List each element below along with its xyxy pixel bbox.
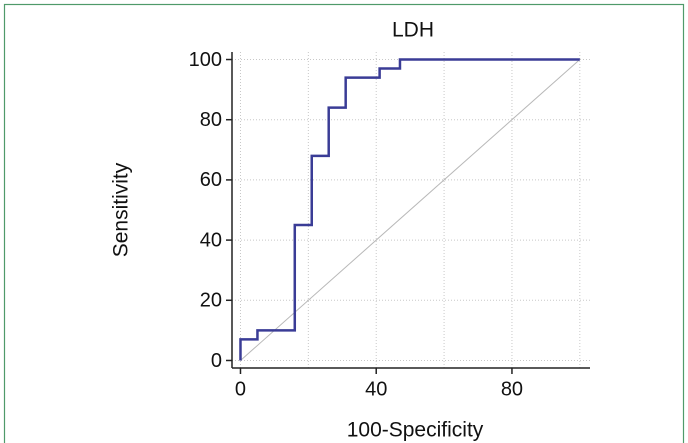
y-tick-label: 0 — [211, 350, 222, 372]
y-tick-label: 40 — [200, 229, 222, 251]
y-tick-label: 100 — [189, 49, 222, 71]
roc-line — [240, 59, 581, 361]
y-axis-label: Sensitivity — [110, 162, 133, 257]
y-tick-label: 20 — [200, 290, 222, 312]
y-tick-label: 80 — [200, 109, 222, 131]
frame — [3, 3, 685, 443]
x-axis-label: 100-Specificity — [347, 419, 484, 442]
chart-title: LDH — [392, 19, 434, 42]
y-tick-label: 60 — [200, 169, 222, 191]
x-tick-label: 0 — [235, 378, 246, 400]
x-tick-label: 40 — [365, 378, 387, 400]
x-tick-label: 80 — [501, 378, 523, 400]
roc-line — [239, 58, 580, 361]
